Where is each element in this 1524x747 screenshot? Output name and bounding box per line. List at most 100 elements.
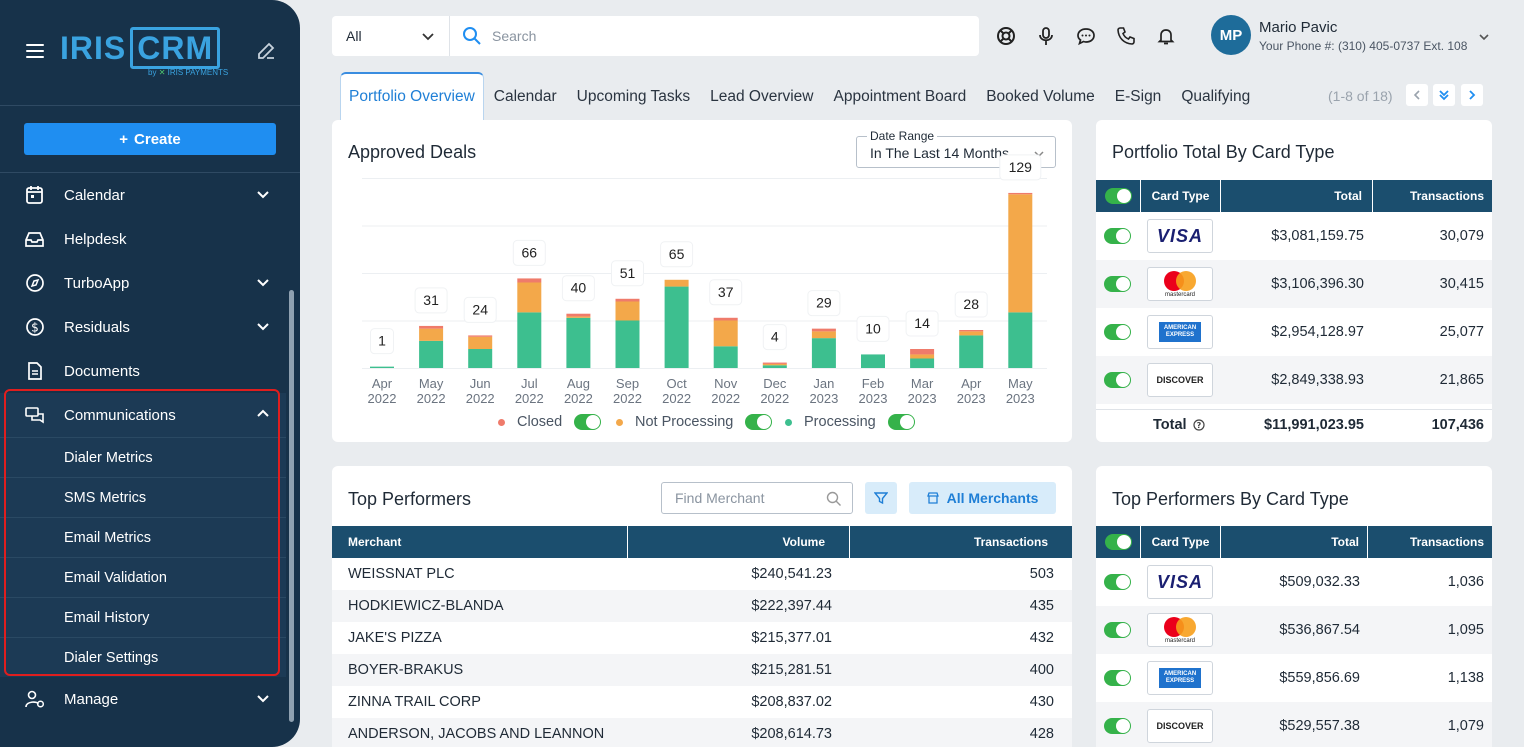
bar-closed[interactable] [910,349,935,355]
col-volume[interactable]: Volume [628,526,850,558]
sidebar-item-communications[interactable]: Communications [0,393,286,437]
bar-processing[interactable] [664,286,689,368]
tab-calendar[interactable]: Calendar [493,88,557,105]
sidebar-subitem-dialer-settings[interactable]: Dialer Settings [0,637,286,677]
bar-not-processing[interactable] [419,328,444,341]
expand-tabs-button[interactable] [1433,84,1455,106]
row-toggle[interactable] [1104,228,1131,244]
col-card-type[interactable]: Card Type [1141,180,1221,212]
search-scope-select[interactable]: All [332,16,450,56]
sidebar-subitem-email-validation[interactable]: Email Validation [0,557,286,597]
microphone-icon[interactable] [1036,26,1056,46]
bar-not-processing[interactable] [713,320,738,347]
tab-appointment-board[interactable]: Appointment Board [833,88,967,105]
col-card-type[interactable]: Card Type [1141,526,1221,558]
select-all-toggle[interactable] [1104,188,1132,204]
table-row[interactable]: HODKIEWICZ-BLANDA $222,397.44 435 [332,590,1072,622]
table-row[interactable]: ZINNA TRAIL CORP $208,837.02 430 [332,686,1072,718]
sidebar-item-helpdesk[interactable]: Helpdesk [0,217,286,261]
bar-not-processing[interactable] [468,336,493,349]
col-transactions[interactable]: Transactions [1409,189,1484,203]
sidebar-item-residuals[interactable]: $ Residuals [0,305,286,349]
chevron-down-icon[interactable] [256,319,270,333]
merchant-name[interactable]: ZINNA TRAIL CORP [348,694,481,710]
merchant-name[interactable]: WEISSNAT PLC [348,566,455,582]
row-toggle[interactable] [1104,718,1131,734]
bar-closed[interactable] [419,325,444,329]
not-processing-toggle[interactable] [745,414,773,430]
prev-tab-button[interactable] [1406,84,1428,106]
bar-processing[interactable] [959,335,984,368]
row-toggle[interactable] [1104,276,1131,292]
bar-processing[interactable] [861,354,885,368]
table-row[interactable]: BOYER-BRAKUS $215,281.51 400 [332,654,1072,686]
col-total[interactable]: Total [1221,526,1368,558]
bar-processing[interactable] [370,366,394,368]
message-icon[interactable] [1076,26,1096,46]
table-row[interactable]: JAKE'S PIZZA $215,377.01 432 [332,622,1072,654]
chevron-up-icon[interactable] [256,407,270,421]
bar-not-processing[interactable] [664,279,689,287]
sidebar-subitem-email-metrics[interactable]: Email Metrics [0,517,286,557]
sidebar-subitem-sms-metrics[interactable]: SMS Metrics [0,477,286,517]
bar-processing[interactable] [517,312,542,368]
col-transactions[interactable]: Transactions [973,535,1048,549]
bar-processing[interactable] [615,320,640,369]
user-name[interactable]: Mario Pavic [1259,19,1338,36]
bar-closed[interactable] [713,317,738,321]
bar-closed[interactable] [468,335,493,337]
search-input[interactable]: Search [450,26,536,46]
bar-processing[interactable] [713,346,738,368]
sidebar-item-calendar[interactable]: Calendar [0,173,286,217]
bar-processing[interactable] [811,338,836,368]
tab-lead-overview[interactable]: Lead Overview [710,88,814,105]
bar-closed[interactable] [1008,192,1033,195]
iris-crm-logo[interactable]: IRIS CRM [60,27,221,69]
bar-processing[interactable] [910,358,935,369]
sidebar-item-documents[interactable]: Documents [0,349,286,393]
bar-not-processing[interactable] [566,316,591,318]
bar-not-processing[interactable] [910,354,935,359]
create-button[interactable]: + Create [24,123,276,155]
bell-icon[interactable] [1156,26,1176,46]
chevron-down-icon[interactable] [256,275,270,289]
help-icon[interactable]: ? [1193,419,1205,431]
merchant-name[interactable]: BOYER-BRAKUS [348,662,464,678]
bar-closed[interactable] [517,278,542,283]
date-range-select[interactable]: Date Range In The Last 14 Months [856,129,1056,168]
chevron-down-icon[interactable] [1478,31,1490,43]
all-merchants-button[interactable]: All Merchants [909,482,1056,514]
lifebuoy-icon[interactable] [996,26,1016,46]
bar-not-processing[interactable] [1008,194,1033,313]
find-merchant-input[interactable]: Find Merchant [661,482,853,514]
edit-icon[interactable] [256,41,276,61]
bar-not-processing[interactable] [762,363,787,366]
tab-qualifying[interactable]: Qualifying [1181,88,1251,105]
avatar[interactable]: MP [1211,15,1251,55]
merchant-name[interactable]: HODKIEWICZ-BLANDA [348,598,504,614]
sidebar-subitem-dialer-metrics[interactable]: Dialer Metrics [0,437,286,477]
tab-e-sign[interactable]: E-Sign [1114,88,1162,105]
bar-closed[interactable] [615,298,640,302]
bar-not-processing[interactable] [811,331,836,339]
bar-not-processing[interactable] [959,331,984,336]
bar-processing[interactable] [468,349,493,368]
phone-icon[interactable] [1116,26,1136,46]
row-toggle[interactable] [1104,372,1131,388]
bar-closed[interactable] [959,330,984,332]
chevron-down-icon[interactable] [256,187,270,201]
menu-icon[interactable] [26,44,44,58]
processing-toggle[interactable] [887,414,915,430]
table-row[interactable]: WEISSNAT PLC $240,541.23 503 [332,558,1072,590]
bar-processing[interactable] [419,340,444,368]
sidebar-item-turboapp[interactable]: TurboApp [0,261,286,305]
tab-booked-volume[interactable]: Booked Volume [986,88,1095,105]
tab-upcoming-tasks[interactable]: Upcoming Tasks [576,88,691,105]
chevron-down-icon[interactable] [256,691,270,705]
row-toggle[interactable] [1104,324,1131,340]
filter-button[interactable] [865,482,897,514]
next-tab-button[interactable] [1461,84,1483,106]
bar-processing[interactable] [762,365,787,368]
closed-toggle[interactable] [574,414,602,430]
row-toggle[interactable] [1104,574,1131,590]
